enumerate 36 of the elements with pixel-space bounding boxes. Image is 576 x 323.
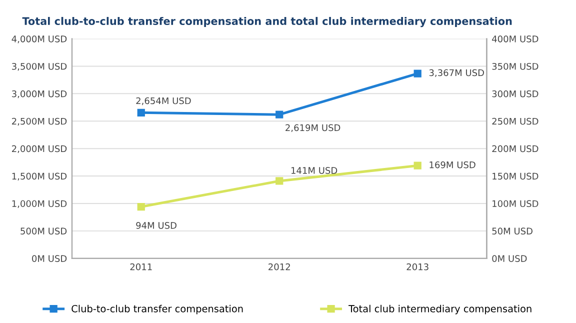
y2-tick-label: 0M USD bbox=[492, 255, 527, 262]
point bbox=[276, 110, 284, 118]
y-tick-label: 1,000M USD bbox=[12, 200, 67, 208]
y-tick-label: 0M USD bbox=[32, 255, 67, 262]
data-label: 141M USD bbox=[291, 167, 338, 174]
y2-tick-label: 100M USD bbox=[492, 200, 538, 208]
x-tick-label: 2011 bbox=[130, 263, 152, 270]
y-tick-label: 500M USD bbox=[20, 228, 67, 235]
point bbox=[276, 177, 284, 185]
y2-tick-label: 200M USD bbox=[492, 145, 538, 152]
y-tick-label: 2,000M USD bbox=[12, 145, 67, 154]
data-label: 2,619M USD bbox=[286, 124, 340, 132]
y2-tick-label: 50M USD bbox=[492, 228, 532, 235]
chart-title: Total club-to-club transfer compensation and total club intermediary compensation bbox=[22, 16, 512, 28]
x-tick-label: 2013 bbox=[406, 263, 428, 270]
y-tick-label: 2,500M USD bbox=[12, 118, 67, 126]
point bbox=[414, 162, 422, 170]
data-label: 94M USD bbox=[136, 222, 176, 229]
legend-label: Total club intermediary compensation bbox=[348, 304, 532, 314]
y2-tick-label: 400M USD bbox=[492, 35, 538, 42]
y-tick-label: 1,500M USD bbox=[12, 172, 67, 181]
x-tick-label: 2012 bbox=[268, 263, 290, 270]
data-label: 2,654M USD bbox=[136, 97, 191, 106]
legend-label: Club-to-club transfer compensation bbox=[72, 304, 243, 314]
y-tick-label: 3,500M USD bbox=[12, 62, 67, 71]
data-label: 169M USD bbox=[430, 161, 476, 168]
y-tick-label: 3,000M USD bbox=[12, 90, 67, 98]
point bbox=[414, 70, 422, 78]
point bbox=[137, 108, 145, 116]
data-label: 3,367M USD bbox=[429, 69, 484, 78]
y2-tick-label: 150M USD bbox=[492, 172, 538, 180]
y2-tick-label: 250M USD bbox=[492, 118, 538, 125]
y2-tick-label: 300M USD bbox=[492, 90, 538, 98]
y2-tick-label: 350M USD bbox=[492, 62, 538, 70]
y-tick-label: 4,000M USD bbox=[12, 35, 67, 44]
point bbox=[137, 202, 145, 211]
